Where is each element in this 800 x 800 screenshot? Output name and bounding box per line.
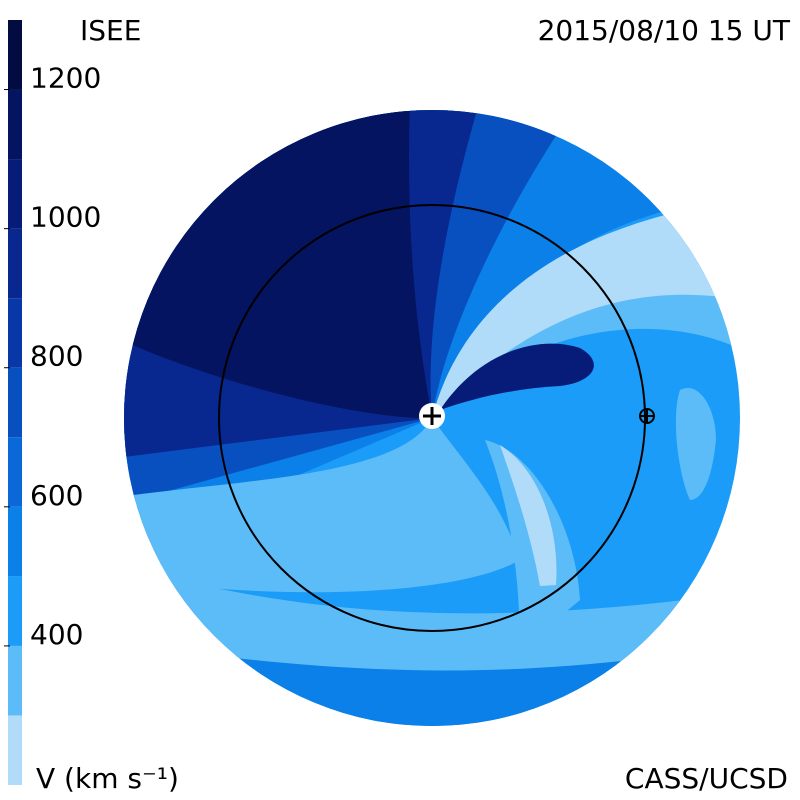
- colorbar-band: [8, 576, 22, 646]
- colorbar-tick-label: 1000: [30, 201, 101, 234]
- colorbar-tick-label: 800: [30, 340, 83, 373]
- colorbar-band: [8, 20, 22, 90]
- velocity-region: [124, 418, 520, 593]
- colorbar-band: [8, 367, 22, 438]
- colorbar-band: [8, 506, 22, 577]
- colorbar-label: V (km s⁻¹): [36, 762, 179, 795]
- sun-symbol: [423, 407, 441, 425]
- subtitle: 2015/08/10 15 UT: [538, 14, 791, 47]
- velocity-region: [124, 640, 740, 726]
- velocity-region: [440, 343, 594, 410]
- earth-symbol: [640, 409, 654, 423]
- colorbar-band: [8, 437, 22, 507]
- colorbar-tick-label: 400: [30, 618, 83, 651]
- velocity-region: [432, 200, 740, 418]
- colorbar-band: [8, 298, 22, 368]
- colorbar-band: [8, 228, 22, 299]
- colorbar-band: [8, 715, 22, 785]
- velocity-region: [675, 388, 716, 500]
- velocity-region: [500, 445, 557, 586]
- colorbar-tick-label: 1200: [30, 62, 101, 95]
- colorbar-band: [8, 645, 22, 716]
- velocity-map: [124, 110, 740, 726]
- credit: CASS/UCSD: [625, 762, 788, 795]
- velocity-region: [124, 560, 740, 671]
- colorbar-band: [8, 89, 22, 160]
- colorbar-band: [8, 159, 22, 229]
- earth-orbit: [218, 204, 646, 632]
- colorbar-tick-label: 600: [30, 479, 83, 512]
- title: ISEE: [80, 14, 141, 47]
